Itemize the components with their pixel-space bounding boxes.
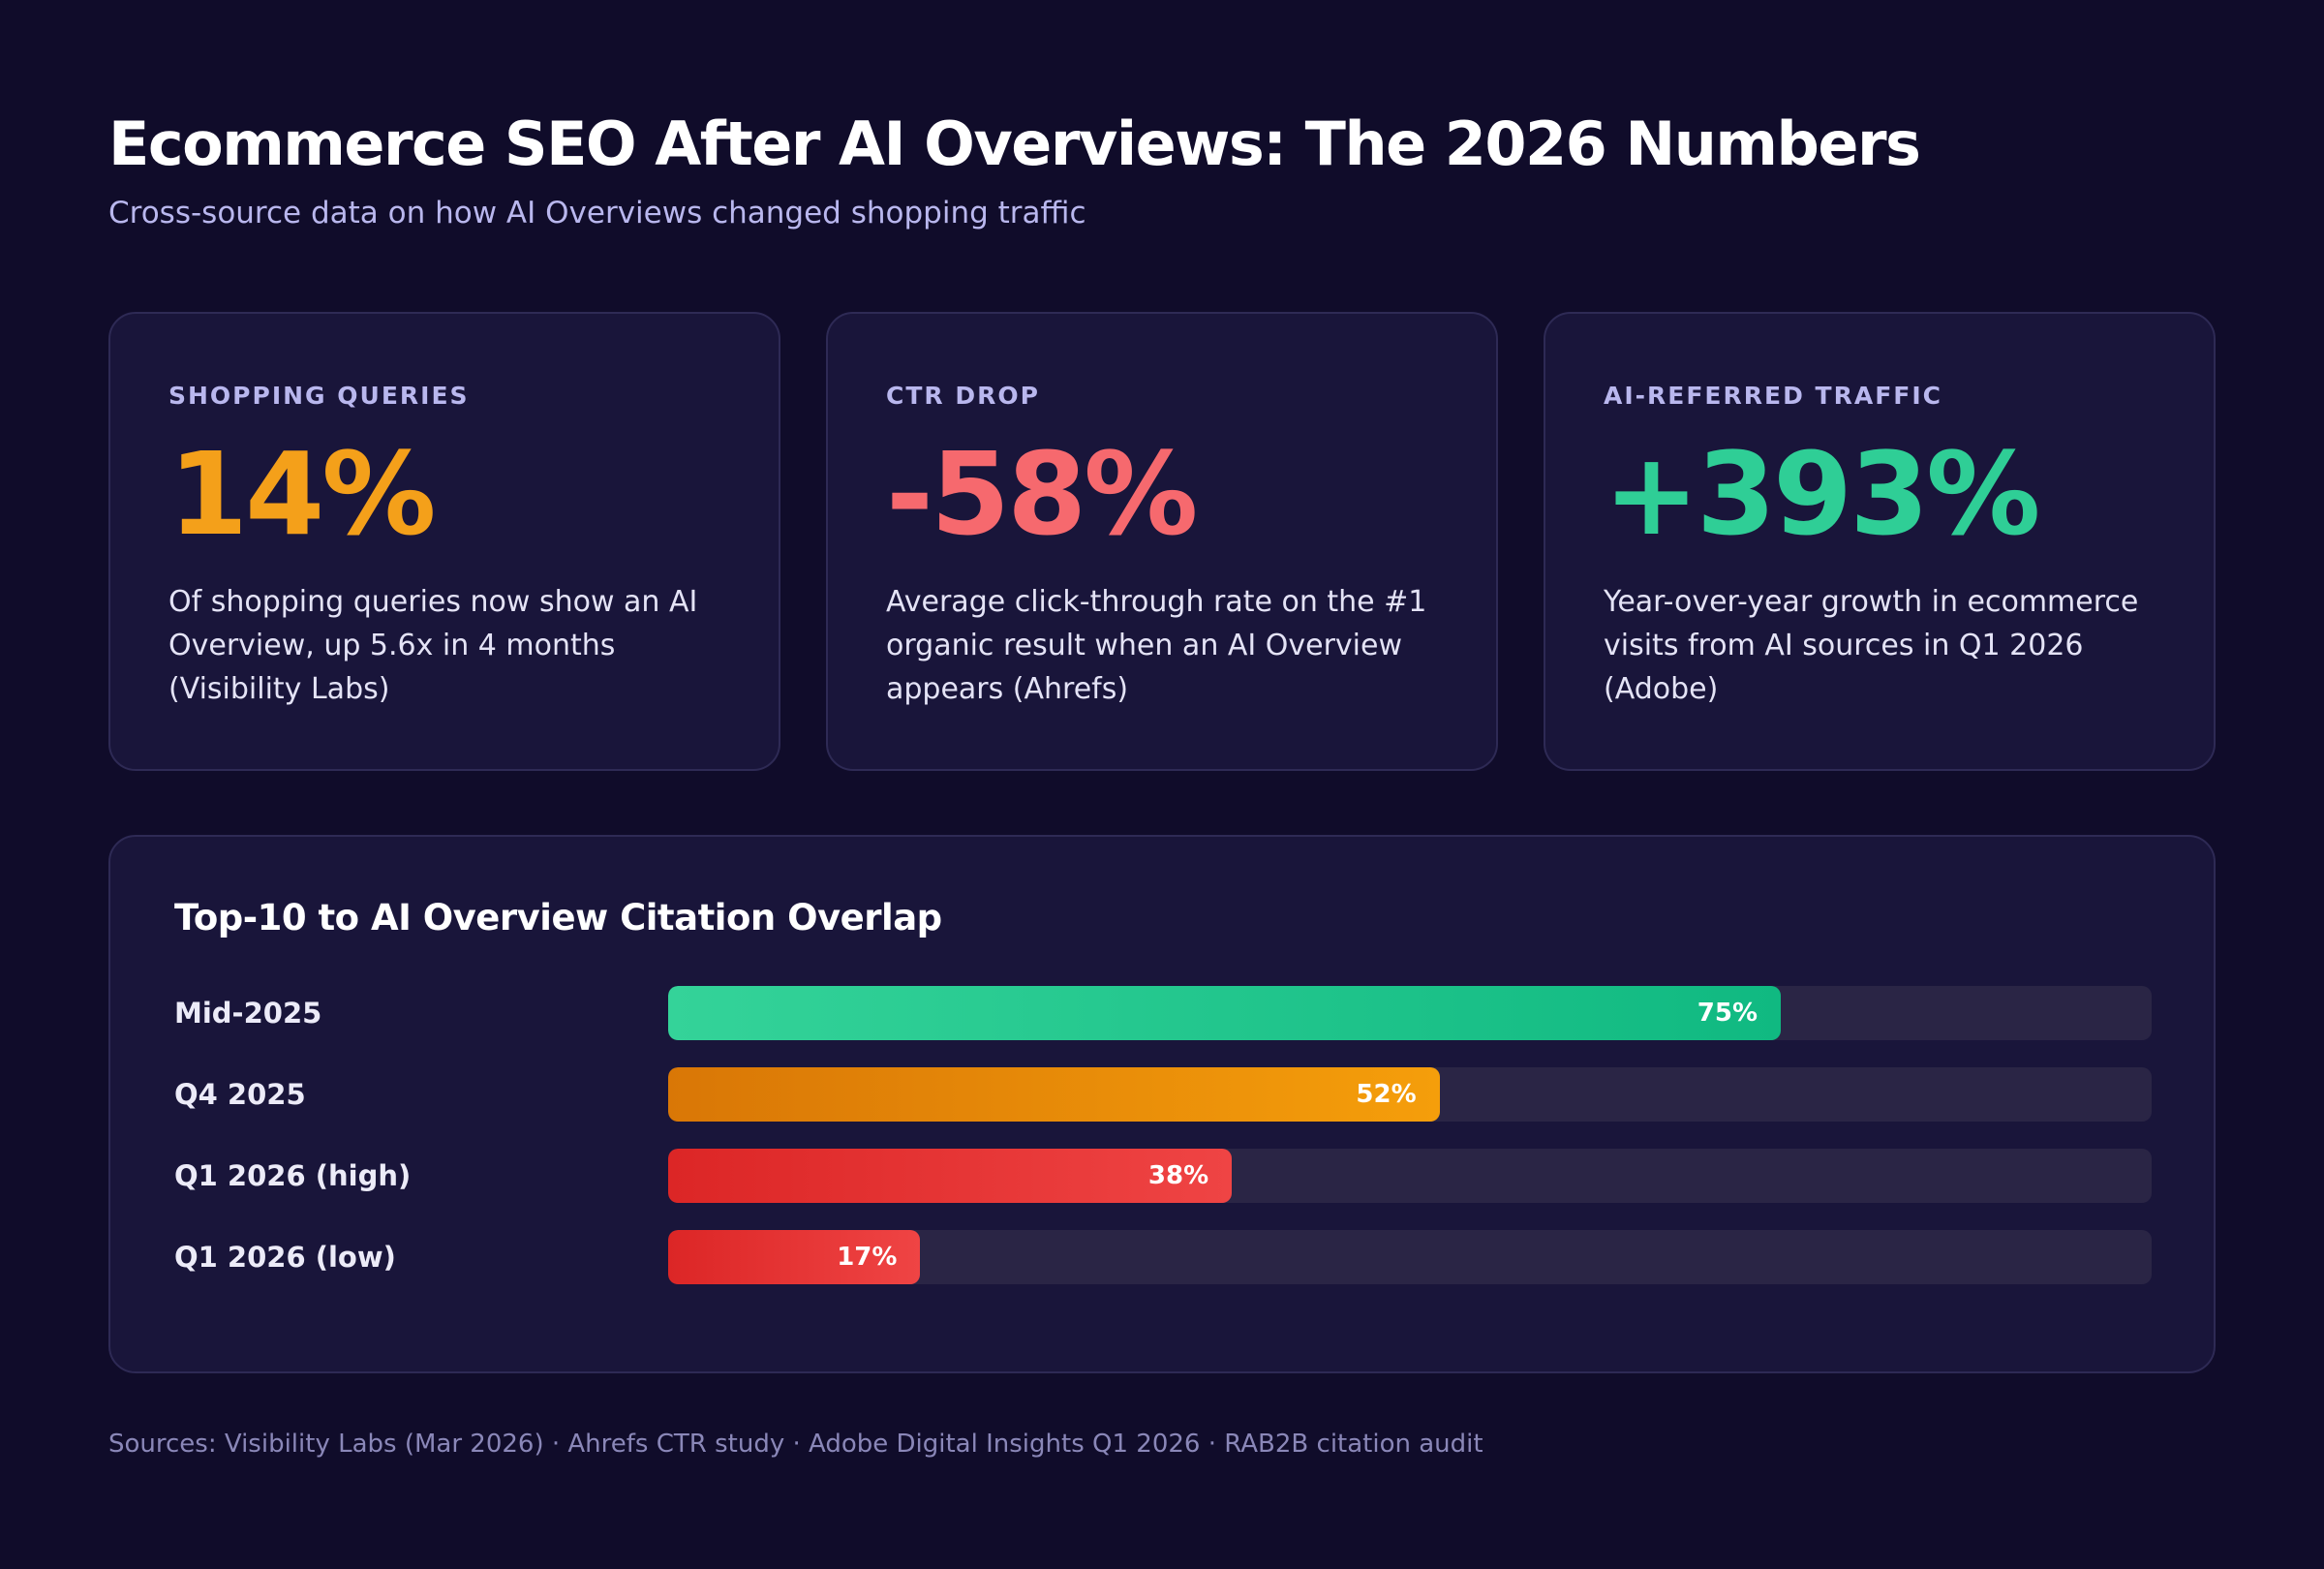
bar-track: 75% [668,986,2152,1040]
stat-card-ai-referred-traffic: AI-REFERRED TRAFFIC +393% Year-over-year… [1544,312,2216,771]
stat-card-description: Average click-through rate on the #1 org… [886,585,1427,706]
bar: 52% [668,1067,1440,1122]
bar-track: 52% [668,1067,2152,1122]
stat-card-label: SHOPPING QUERIES [168,382,470,410]
page-title: Ecommerce SEO After AI Overviews: The 20… [108,108,1921,179]
bar-category-label: Q4 2025 [174,1078,306,1111]
bar: 17% [668,1230,921,1284]
bar-track: 38% [668,1149,2152,1203]
bar-row: Q4 2025 52% [110,1067,2214,1122]
stat-card-value: -58% [886,427,1198,561]
bar-category-label: Q1 2026 (high) [174,1159,412,1192]
chart-title: Top-10 to AI Overview Citation Overlap [174,897,942,938]
bar-value-label: 17% [837,1243,898,1272]
stat-card-value: 14% [168,427,436,561]
citation-overlap-chart: Top-10 to AI Overview Citation Overlap M… [108,835,2216,1373]
bar-track: 17% [668,1230,2152,1284]
bar: 38% [668,1149,1233,1203]
bar: 75% [668,986,1781,1040]
stat-card-label: CTR DROP [886,382,1040,410]
bar-row: Q1 2026 (high) 38% [110,1149,2214,1203]
stat-card-description: Of shopping queries now show an AI Overv… [168,585,698,706]
stat-card-label: AI-REFERRED TRAFFIC [1604,382,1942,410]
stat-card-shopping-queries: SHOPPING QUERIES 14% Of shopping queries… [108,312,780,771]
sources-footer: Sources: Visibility Labs (Mar 2026) · Ah… [108,1430,1483,1459]
bar-category-label: Mid-2025 [174,997,322,1030]
bar-value-label: 52% [1356,1080,1417,1109]
stat-card-ctr-drop: CTR DROP -58% Average click-through rate… [826,312,1498,771]
stat-card-description: Year-over-year growth in ecommerce visit… [1604,585,2139,706]
stat-card-value: +393% [1604,427,2040,561]
bar-row: Q1 2026 (low) 17% [110,1230,2214,1284]
bar-value-label: 75% [1697,999,1758,1028]
bar-category-label: Q1 2026 (low) [174,1241,396,1274]
bar-row: Mid-2025 75% [110,986,2214,1040]
page-subtitle: Cross-source data on how AI Overviews ch… [108,196,1086,231]
bar-value-label: 38% [1147,1161,1209,1190]
